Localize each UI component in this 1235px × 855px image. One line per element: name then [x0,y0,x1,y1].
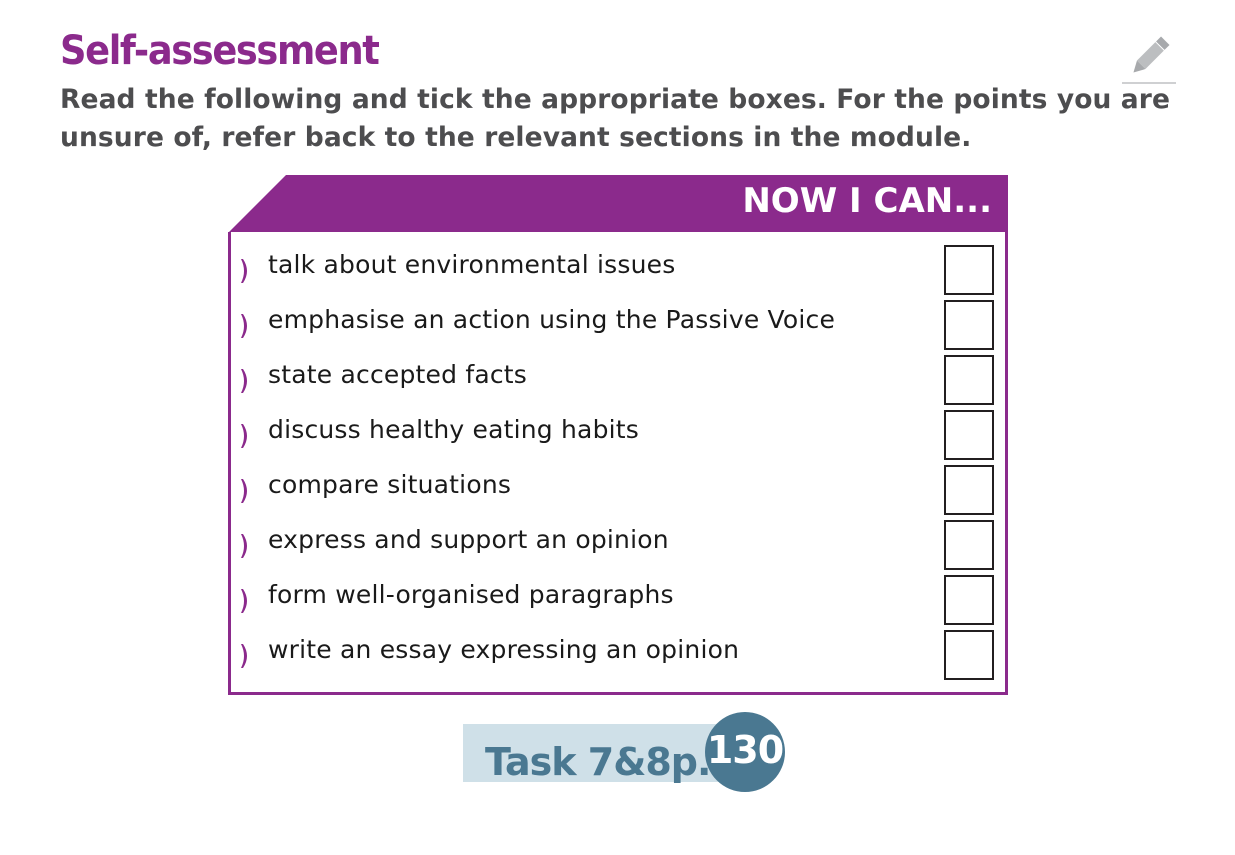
checkbox[interactable] [944,630,994,680]
checklist-panel: NOW I CAN... talk about environmental is… [228,175,1008,698]
panel-body: talk about environmental issues emphasis… [228,232,1008,695]
bullet-icon [241,589,247,613]
checkbox[interactable] [944,355,994,405]
bullet-icon [241,314,247,338]
checklist-item: write an essay expressing an opinion [231,629,1005,684]
checklist-item-label: express and support an opinion [268,525,669,554]
checklist-item-label: compare situations [268,470,512,499]
bullet-icon [241,479,247,503]
checkbox[interactable] [944,575,994,625]
task-label: Task 7&8p. [485,740,711,784]
checklist-item-label: emphasise an action using the Passive Vo… [268,305,836,334]
checklist-item: compare situations [231,464,1005,519]
pencil-underline [1122,82,1176,84]
checklist-item: express and support an opinion [231,519,1005,574]
bullet-icon [241,369,247,393]
checklist-item-label: state accepted facts [268,360,528,389]
checkbox[interactable] [944,300,994,350]
bullet-icon [241,259,247,283]
panel-header: NOW I CAN... [228,175,1008,233]
checklist-item-label: form well-organised paragraphs [268,580,674,609]
pencil-icon [1133,36,1170,73]
page-number-badge: 130 [705,712,785,792]
checklist-item: form well-organised paragraphs [231,574,1005,629]
task-reference: Task 7&8p. 130 [463,712,787,792]
page-title: Self-assessment [60,28,380,74]
checklist-item: state accepted facts [231,354,1005,409]
instructions-text: Read the following and tick the appropri… [60,84,1171,153]
checklist-item-label: discuss healthy eating habits [268,415,640,444]
checkbox[interactable] [944,410,994,460]
checklist-item: discuss healthy eating habits [231,409,1005,464]
checklist-item: emphasise an action using the Passive Vo… [231,299,1005,354]
bullet-icon [241,424,247,448]
checklist-item-label: talk about environmental issues [268,250,676,279]
checklist-item-label: write an essay expressing an opinion [268,635,740,664]
task-label-bar: Task 7&8p. [463,724,725,784]
panel-heading: NOW I CAN... [742,181,992,221]
bullet-icon [241,534,247,558]
checkbox[interactable] [944,245,994,295]
page-number: 130 [706,728,784,772]
checkbox[interactable] [944,520,994,570]
checklist: talk about environmental issues emphasis… [231,244,1005,684]
bullet-icon [241,644,247,668]
checkbox[interactable] [944,465,994,515]
checklist-item: talk about environmental issues [231,244,1005,299]
